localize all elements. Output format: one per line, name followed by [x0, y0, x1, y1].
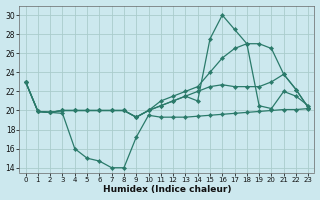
- X-axis label: Humidex (Indice chaleur): Humidex (Indice chaleur): [103, 185, 231, 194]
